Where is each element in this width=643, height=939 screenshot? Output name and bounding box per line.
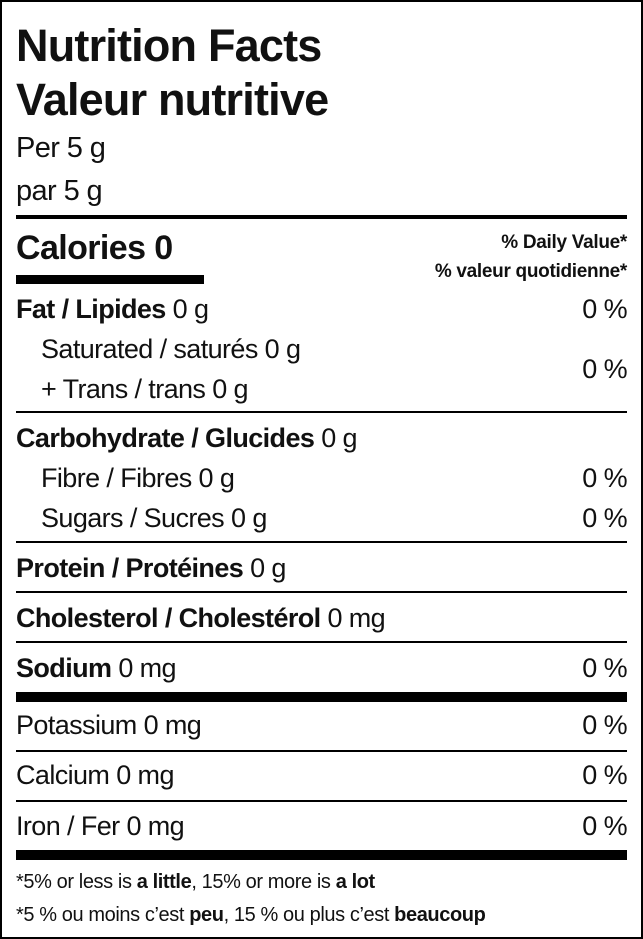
divider-thick [16,692,627,702]
row-protein: Protein / Protéines 0 g [16,553,286,583]
calories-value: 0 [154,229,173,267]
footnote-en: *5% or less is a little, 15% or more is … [16,871,375,893]
divider [16,800,627,802]
dv-saturated-trans: 0 % [582,354,627,384]
divider-thick [16,215,627,219]
dv-sodium: 0 % [582,653,627,683]
row-sodium: Sodium 0 mg [16,653,177,683]
row-cholesterol: Cholesterol / Cholestérol 0 mg [16,603,386,633]
dv-fat: 0 % [582,294,627,324]
divider [16,411,627,413]
row-calcium: Calcium 0 mg [16,760,174,790]
title-fr: Valeur nutritive [16,74,329,125]
footnote-fr: *5 % ou moins c’est peu, 15 % ou plus c’… [16,904,486,926]
row-trans: + Trans / trans 0 g [41,374,249,404]
serving-size-fr: par 5 g [16,175,103,207]
divider-thick [16,850,627,860]
title-en: Nutrition Facts [16,20,322,71]
row-iron: Iron / Fer 0 mg [16,811,185,841]
serving-size-en: Per 5 g [16,132,106,164]
calories-bar [16,275,204,284]
dv-potassium: 0 % [582,710,627,740]
row-fibre: Fibre / Fibres 0 g [41,463,235,493]
dv-iron: 0 % [582,811,627,841]
dv-header-en: % Daily Value* [501,232,627,253]
calories-line: Calories 0 [16,231,173,265]
divider [16,541,627,543]
dv-calcium: 0 % [582,760,627,790]
dv-fibre: 0 % [582,463,627,493]
row-fat: Fat / Lipides 0 g [16,294,209,324]
row-saturated: Saturated / saturés 0 g [41,334,301,364]
row-sugars: Sugars / Sucres 0 g [41,503,267,533]
divider [16,750,627,752]
calories-label: Calories [16,229,146,267]
dv-header-fr: % valeur quotidienne* [434,261,627,282]
row-carbohydrate: Carbohydrate / Glucides 0 g [16,423,358,453]
dv-sugars: 0 % [582,503,627,533]
row-potassium: Potassium 0 mg [16,710,202,740]
divider [16,591,627,593]
divider [16,641,627,643]
